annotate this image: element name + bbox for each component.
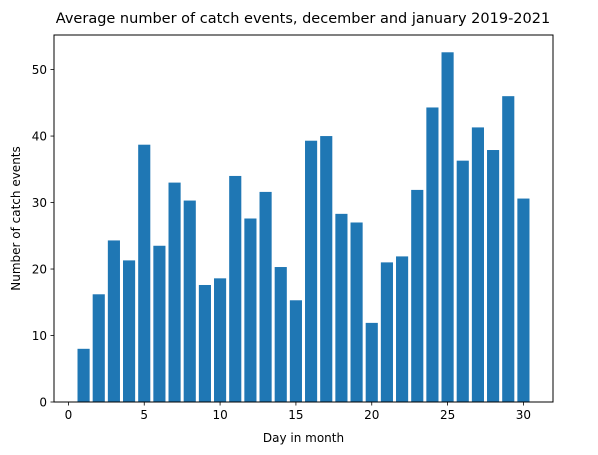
bar-day-21 xyxy=(381,262,393,402)
bar-day-10 xyxy=(214,278,226,402)
x-tick-label: 5 xyxy=(140,408,148,422)
bar-day-17 xyxy=(320,136,332,402)
bar-day-8 xyxy=(184,201,196,402)
bar-day-5 xyxy=(138,145,150,402)
bar-day-25 xyxy=(442,52,454,402)
x-tick-label: 10 xyxy=(212,408,227,422)
bar-day-4 xyxy=(123,260,135,402)
bar-day-6 xyxy=(153,246,165,402)
bar-day-29 xyxy=(502,96,514,402)
bar-day-30 xyxy=(517,199,529,402)
x-tick-label: 30 xyxy=(516,408,531,422)
bar-day-12 xyxy=(244,219,256,403)
y-tick-label: 20 xyxy=(32,262,47,276)
bar-day-28 xyxy=(487,150,499,402)
bar-day-7 xyxy=(169,183,181,402)
bar-day-23 xyxy=(411,190,423,402)
y-axis-label: Number of catch events xyxy=(9,146,23,291)
x-tick-label: 20 xyxy=(364,408,379,422)
x-axis-label: Day in month xyxy=(263,431,344,445)
bar-day-15 xyxy=(290,300,302,402)
y-tick-label: 40 xyxy=(32,129,47,143)
bar-day-3 xyxy=(108,240,120,402)
bar-day-18 xyxy=(335,214,347,402)
x-tick-label: 15 xyxy=(288,408,303,422)
x-tick-label: 0 xyxy=(65,408,73,422)
y-tick-label: 10 xyxy=(32,329,47,343)
chart-title: Average number of catch events, december… xyxy=(56,11,550,27)
bar-day-2 xyxy=(93,294,105,402)
bar-day-22 xyxy=(396,256,408,402)
bar-day-9 xyxy=(199,285,211,402)
x-tick-label: 25 xyxy=(440,408,455,422)
bar-day-14 xyxy=(275,267,287,402)
bar-day-27 xyxy=(472,127,484,402)
bar-day-11 xyxy=(229,176,241,402)
y-tick-label: 0 xyxy=(39,395,47,409)
bar-day-20 xyxy=(366,323,378,402)
bar-day-1 xyxy=(78,349,90,402)
bar-day-16 xyxy=(305,141,317,402)
bar-day-24 xyxy=(426,107,438,402)
bar-day-26 xyxy=(457,161,469,402)
bar-day-13 xyxy=(260,192,272,402)
y-tick-label: 30 xyxy=(32,196,47,210)
y-tick-label: 50 xyxy=(32,63,47,77)
bar-day-19 xyxy=(351,222,363,402)
